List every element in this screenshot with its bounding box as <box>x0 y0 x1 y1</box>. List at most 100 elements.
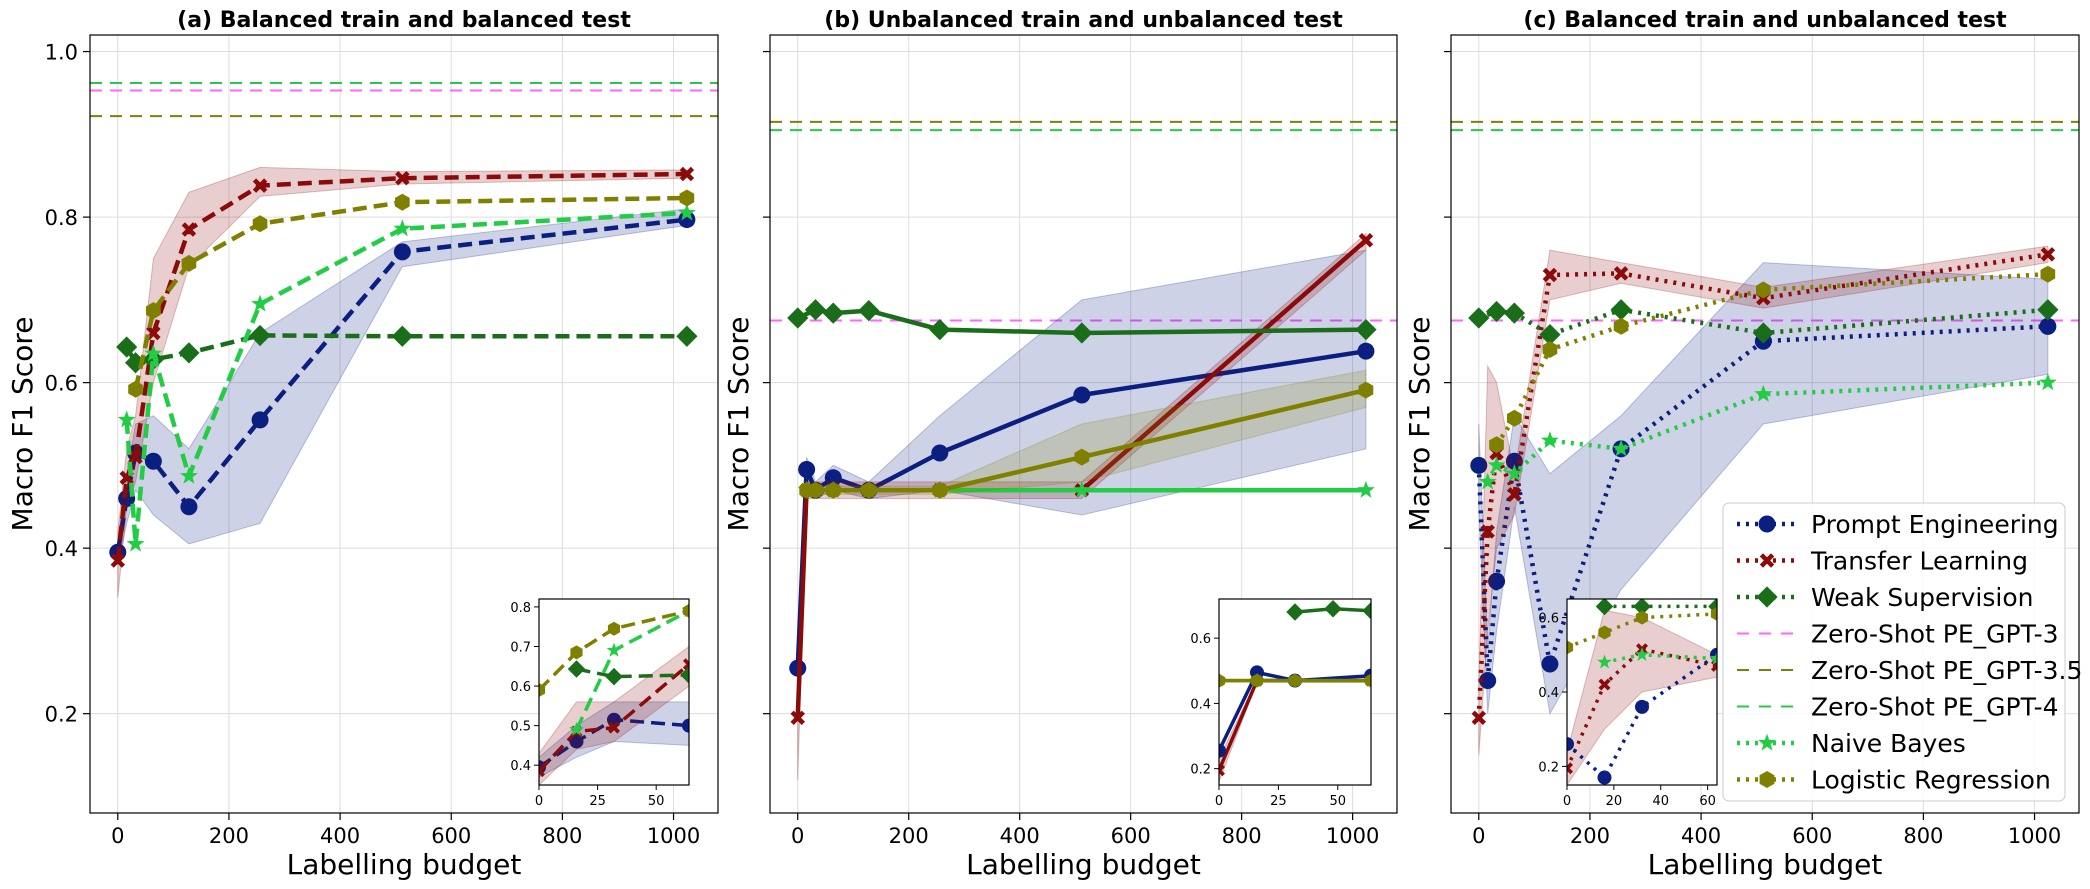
series-point-lr <box>1613 317 1629 335</box>
inset-x-tick-label: 50 <box>1329 794 1346 809</box>
x-axis-label: Labelling budget <box>287 848 522 881</box>
inset-point-ws <box>680 666 689 684</box>
y-tick-label: 1.0 <box>45 41 78 65</box>
legend-marker-ws <box>1756 586 1778 608</box>
series-point-lr <box>146 302 161 320</box>
x-tick-label: 800 <box>542 824 582 848</box>
series-point-lr <box>1358 381 1374 399</box>
x-tick-label: 0 <box>1472 824 1485 848</box>
inset-x-tick-label: 50 <box>648 794 665 809</box>
series-point-pe <box>1488 572 1506 590</box>
inset-point-lr <box>1598 625 1611 640</box>
x-tick-label: 0 <box>791 824 804 848</box>
x-tick-label: 800 <box>1222 824 1262 848</box>
series-point-lr <box>395 193 410 211</box>
x-tick-label: 600 <box>431 824 471 848</box>
series-point-ws <box>116 336 138 358</box>
inset-point-pe <box>1597 770 1612 785</box>
y-tick-label: 0.8 <box>45 206 78 230</box>
inset-y-tick-label: 0.4 <box>1538 686 1559 701</box>
series-point-ws <box>2037 299 2059 321</box>
inset-c: 0 20 40 60 0.2 0.4 0.6 <box>1538 598 1718 809</box>
inset-point-nb <box>569 721 584 736</box>
series-line-lr <box>1494 271 2049 446</box>
x-tick-label: 1000 <box>1326 824 1379 848</box>
inset-x-tick-label: 60 <box>1699 794 1716 809</box>
series-line-lr <box>133 195 687 390</box>
series-point-ws <box>1485 300 1508 323</box>
inset-y-tick-label: 0.6 <box>1190 632 1211 647</box>
series-point-pe <box>251 411 269 429</box>
series-point-tl <box>395 171 410 186</box>
series-point-nb <box>144 344 163 362</box>
series-point-tl <box>1613 266 1629 281</box>
series-point-tl <box>1542 267 1558 283</box>
series-point-pe <box>824 469 842 487</box>
panel-title: (b) Unbalanced train and unbalanced test <box>824 8 1343 33</box>
inset-point-nb <box>1597 654 1612 669</box>
series-point-nb <box>126 534 145 552</box>
series-point-lr <box>128 380 143 398</box>
series-point-pe <box>1357 342 1375 360</box>
series-point-ws <box>804 299 827 321</box>
series-point-lr <box>252 215 268 233</box>
series-point-tl <box>1507 487 1522 502</box>
series-point-lr <box>181 254 197 272</box>
x-tick-label: 200 <box>1570 824 1610 848</box>
x-tick-label: 600 <box>1111 824 1151 848</box>
inset-line-ws <box>576 667 689 679</box>
series-point-pe <box>1479 672 1497 690</box>
series-point-pe <box>1073 386 1091 404</box>
series-point-tl <box>1358 233 1374 248</box>
inset-x-tick-label: 40 <box>1652 794 1669 809</box>
series-point-pe <box>144 452 162 470</box>
inset-y-tick-label: 0.6 <box>1538 612 1559 627</box>
series-point-pe <box>678 211 696 229</box>
series-point-nb <box>393 219 412 237</box>
panel-title: (c) Balanced train and unbalanced test <box>1523 8 2007 33</box>
inset-point-pe <box>569 734 584 749</box>
inset-point-tl <box>1219 764 1225 777</box>
y-tick-label: 0.6 <box>45 372 78 396</box>
series-point-lr <box>679 189 695 207</box>
inset-point-tl <box>539 765 545 778</box>
series-point-pe <box>1505 452 1523 470</box>
series-group <box>109 166 698 598</box>
series-point-ws <box>178 342 200 364</box>
series-point-pe <box>393 243 411 261</box>
series-point-nb <box>180 466 198 484</box>
inset-point-ws <box>1286 603 1304 621</box>
series-point-lr <box>825 481 841 499</box>
inset-x-tick-label: 0 <box>1563 794 1571 809</box>
series-point-tl <box>252 178 268 193</box>
legend-label: Prompt Engineering <box>1811 510 2059 539</box>
inset-y-tick-label: 0.4 <box>510 759 531 774</box>
inset-point-ws <box>1362 601 1371 620</box>
inset-y-tick-label: 0.5 <box>510 720 531 735</box>
inset-x-tick-label: 0 <box>1215 794 1223 809</box>
inset-point-lr <box>1710 606 1717 621</box>
inset-x-tick-label: 20 <box>1606 794 1623 809</box>
inset-point-tl <box>608 721 620 734</box>
inset-point-nb <box>1634 647 1650 661</box>
inset-point-lr <box>1219 673 1226 688</box>
x-tick-label: 0 <box>111 824 124 848</box>
inset-point-nb <box>1709 650 1717 665</box>
inset-background <box>1219 599 1371 785</box>
series-point-nb <box>1478 472 1497 490</box>
series-point-ws <box>249 324 271 347</box>
x-tick-label: 1000 <box>2008 824 2061 848</box>
x-tick-label: 800 <box>1903 824 1943 848</box>
series-point-lr <box>861 481 877 499</box>
inset-point-ws <box>1595 599 1614 616</box>
plot-frame <box>89 34 719 814</box>
inset-point-tl <box>683 658 689 671</box>
legend-label: Naive Bayes <box>1811 729 1966 758</box>
inset-point-tl <box>1711 660 1717 672</box>
inset-point-lr <box>1250 673 1264 688</box>
legend-marker-pe <box>1758 515 1776 533</box>
series-point-pe <box>798 461 816 479</box>
series-point-ws <box>391 325 413 347</box>
inset-b: 0 25 50 0.2 0.4 0.6 <box>1190 598 1372 809</box>
series-point-nb <box>1541 431 1559 449</box>
